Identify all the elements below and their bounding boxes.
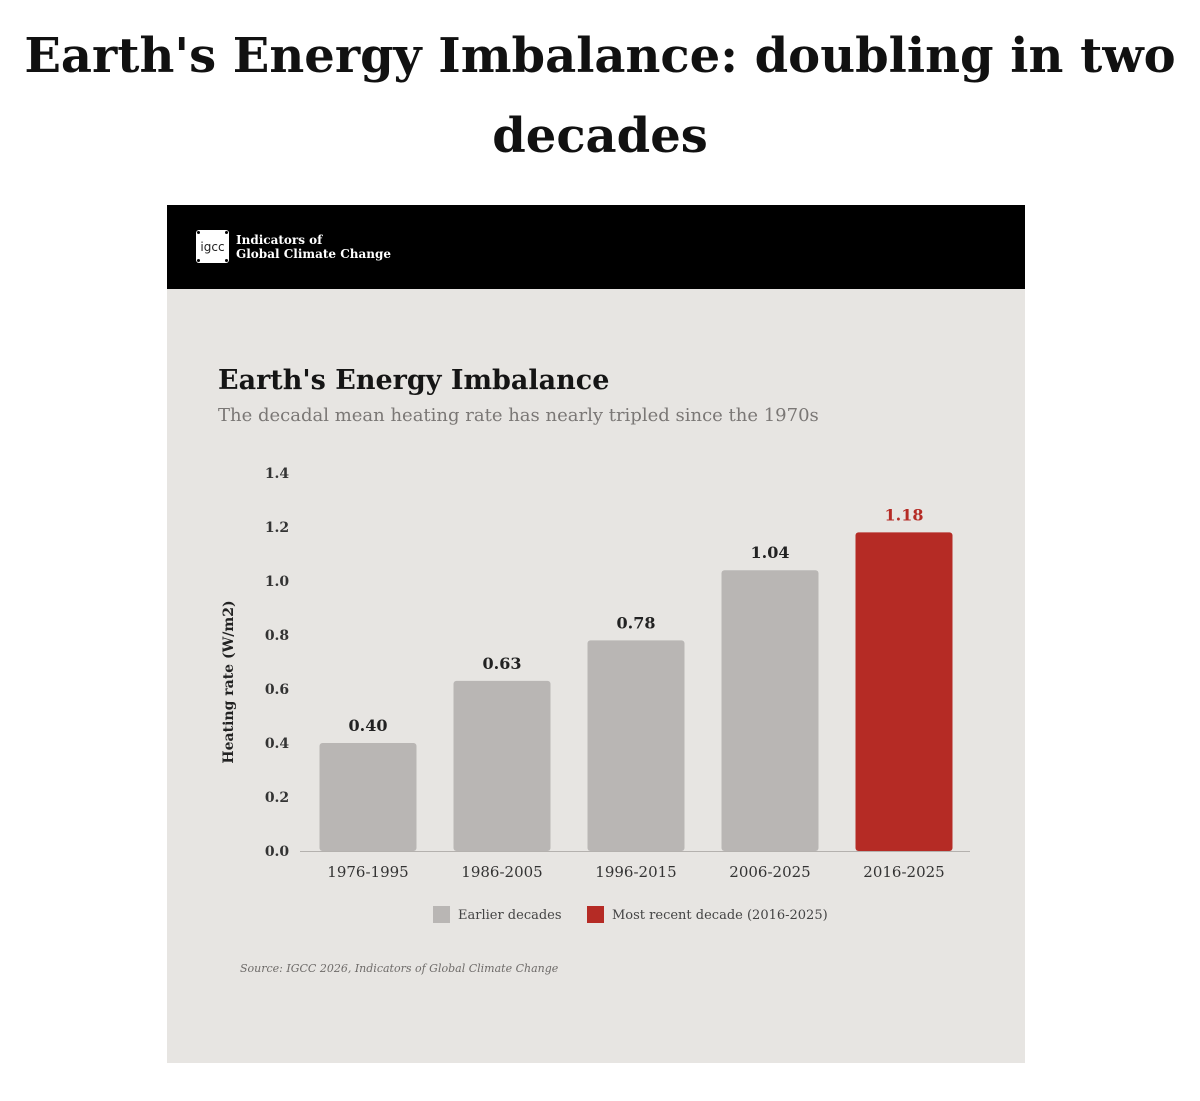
y-tick-label: 1.0: [265, 574, 290, 590]
legend-label-recent: Most recent decade (2016-2025): [612, 908, 828, 923]
x-tick-label: 1986-2005: [461, 863, 542, 881]
bar-1996-2015: [587, 640, 685, 851]
bar-1976-1995: [319, 743, 417, 851]
source-note: Source: IGCC 2026, Indicators of Global …: [240, 962, 559, 975]
y-tick-label: 0.8: [265, 628, 289, 644]
bar-1986-2005: [453, 680, 551, 851]
legend-swatch-earlier: [433, 906, 450, 923]
org-name-line-2: Global Climate Change: [236, 247, 392, 261]
org-name-line-1: Indicators of: [236, 233, 323, 247]
bar-2006-2025: [721, 570, 819, 851]
y-axis-title: Heating rate (W/m2): [221, 600, 237, 763]
y-tick-label: 1.2: [265, 520, 289, 536]
card-header: igcc Indicators of Global Climate Change: [167, 205, 1025, 289]
y-tick-label: 0.4: [265, 736, 290, 752]
y-tick-label: 0.2: [265, 790, 289, 806]
chart-subtitle: The decadal mean heating rate has nearly…: [218, 405, 819, 426]
org-name: Indicators of Global Climate Change: [236, 233, 496, 261]
x-tick-label: 2016-2025: [863, 863, 944, 881]
x-tick-label: 1976-1995: [327, 863, 408, 881]
bar-value-label: 0.63: [483, 654, 522, 673]
y-tick-label: 1.4: [265, 466, 290, 482]
bar-chart: Heating rate (W/m2) 0.0 0.2 0.4 0.6 0.8 1.0 1.2…: [221, 466, 970, 923]
legend-swatch-recent: [587, 906, 604, 923]
y-tick-label: 0.6: [265, 682, 289, 698]
chart-card: igcc Indicators of Global Climate Change…: [167, 205, 1025, 1063]
y-tick-label: 0.0: [265, 844, 290, 860]
chart-title: Earth's Energy Imbalance: [218, 365, 610, 396]
bar-value-label: 0.78: [617, 613, 656, 632]
bar-value-label: 1.18: [885, 505, 924, 524]
igcc-logo: igcc: [196, 230, 229, 263]
x-tick-label: 2006-2025: [729, 863, 810, 881]
logo-text: igcc: [200, 239, 225, 254]
bar-2016-2025: [855, 532, 953, 851]
bar-value-label: 0.40: [349, 716, 388, 735]
legend-label-earlier: Earlier decades: [458, 908, 562, 923]
bar-value-label: 1.04: [751, 543, 790, 562]
page-title: Earth's Energy Imbalance: doubling in tw…: [24, 28, 1176, 164]
x-tick-label: 1996-2015: [595, 863, 676, 881]
